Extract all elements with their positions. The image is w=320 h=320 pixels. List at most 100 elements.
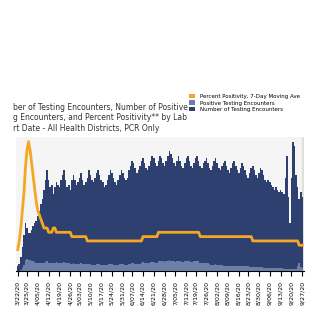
Bar [243, 266, 244, 271]
Bar [147, 263, 148, 271]
Bar [57, 263, 59, 271]
Bar [108, 175, 110, 271]
Bar [266, 268, 268, 271]
Bar [36, 221, 37, 271]
Bar [253, 267, 255, 271]
Bar [264, 268, 266, 271]
Bar [255, 267, 257, 271]
Bar [301, 268, 303, 271]
Bar [150, 161, 151, 271]
Bar [86, 264, 88, 271]
Bar [299, 263, 300, 271]
Bar [159, 156, 161, 271]
Bar [43, 190, 45, 271]
Bar [260, 267, 261, 271]
Bar [139, 166, 141, 271]
Bar [32, 261, 34, 271]
Bar [164, 261, 165, 271]
Bar [155, 163, 156, 271]
Bar [300, 192, 301, 271]
Bar [49, 263, 51, 271]
Bar [68, 263, 69, 271]
Bar [113, 178, 114, 271]
Bar [51, 263, 52, 271]
Bar [263, 268, 264, 271]
Bar [79, 264, 80, 271]
Bar [210, 171, 212, 271]
Bar [67, 187, 68, 271]
Bar [229, 173, 230, 271]
Bar [43, 263, 45, 271]
Bar [34, 223, 36, 271]
Bar [266, 182, 268, 271]
Bar [158, 261, 159, 271]
Bar [85, 264, 86, 271]
Bar [63, 262, 65, 271]
Bar [40, 204, 42, 271]
Bar [235, 166, 236, 271]
Bar [79, 178, 80, 271]
Bar [167, 261, 169, 271]
Bar [164, 166, 165, 271]
Bar [91, 265, 93, 271]
Bar [110, 171, 111, 271]
Bar [221, 265, 223, 271]
Bar [74, 180, 76, 271]
Bar [251, 168, 252, 271]
Bar [26, 259, 28, 271]
Bar [221, 166, 223, 271]
Bar [110, 264, 111, 271]
Bar [243, 166, 244, 271]
Bar [138, 264, 139, 271]
Bar [42, 263, 43, 271]
Bar [269, 182, 271, 271]
Bar [271, 268, 272, 271]
Bar [170, 154, 172, 271]
Bar [80, 173, 82, 271]
Bar [76, 264, 77, 271]
Bar [226, 166, 227, 271]
Bar [241, 266, 243, 271]
Bar [179, 261, 181, 271]
Bar [122, 264, 124, 271]
Bar [209, 168, 210, 271]
Bar [196, 156, 198, 271]
Bar [161, 158, 162, 271]
Bar [96, 264, 97, 271]
Bar [260, 168, 261, 271]
Bar [134, 264, 136, 271]
Bar [136, 264, 138, 271]
Bar [261, 171, 263, 271]
Bar [292, 142, 294, 271]
Bar [147, 171, 148, 271]
Bar [153, 262, 155, 271]
Bar [84, 185, 85, 271]
Bar [283, 195, 284, 271]
Bar [85, 182, 86, 271]
Bar [288, 197, 289, 271]
Bar [281, 192, 283, 271]
Bar [291, 178, 292, 271]
Bar [46, 171, 48, 271]
Bar [151, 156, 153, 271]
Bar [244, 266, 246, 271]
Bar [188, 261, 190, 271]
Bar [121, 264, 122, 271]
Bar [34, 262, 36, 271]
Bar [223, 163, 224, 271]
Bar [73, 175, 74, 271]
Bar [280, 190, 281, 271]
Bar [207, 163, 209, 271]
Bar [173, 261, 175, 271]
Bar [155, 262, 156, 271]
Bar [71, 264, 73, 271]
Bar [257, 267, 258, 271]
Bar [153, 158, 155, 271]
Bar [51, 185, 52, 271]
Bar [36, 263, 37, 271]
Bar [54, 263, 56, 271]
Bar [240, 266, 241, 271]
Bar [156, 166, 158, 271]
Bar [271, 185, 272, 271]
Bar [91, 180, 93, 271]
